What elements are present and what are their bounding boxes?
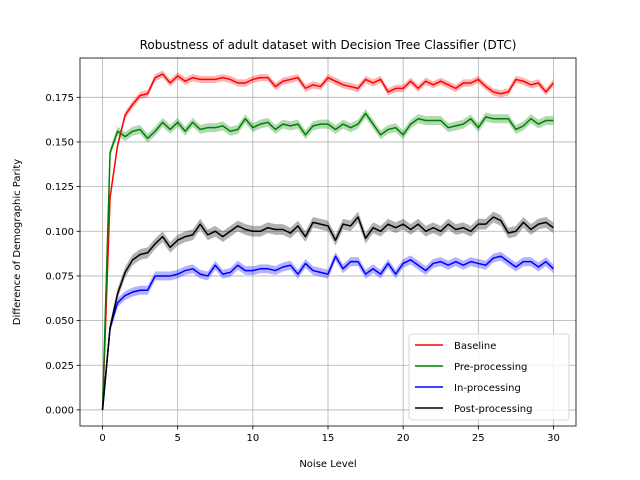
x-tick-label: 5 <box>175 433 181 444</box>
legend-label: Baseline <box>454 341 496 352</box>
legend-box <box>408 333 570 421</box>
x-axis-title: Noise Level <box>299 459 356 470</box>
line-baseline <box>101 73 555 410</box>
y-tick-label: 0.150 <box>45 137 74 148</box>
x-tick-label: 0 <box>99 433 105 444</box>
y-axis-ticks: 0.000 0.025 0.050 0.075 0.100 0.125 0.150 0.175 <box>45 93 80 416</box>
legend-label: Pre-processing <box>454 362 527 373</box>
x-tick-label: 20 <box>397 433 410 444</box>
legend: Baseline Pre-processing In-processing Post-… <box>408 333 570 421</box>
x-tick-label: 30 <box>547 433 560 444</box>
band-post-processing <box>102 211 554 410</box>
line-post-processing <box>101 216 554 410</box>
legend-label: In-processing <box>454 383 521 394</box>
gridlines <box>80 58 576 426</box>
legend-label: Post-processing <box>454 404 532 415</box>
series-lines <box>101 73 555 410</box>
y-tick-label: 0.000 <box>45 405 74 416</box>
y-tick-label: 0.075 <box>45 271 74 282</box>
x-axis-ticks: 0 5 10 15 20 25 30 <box>99 426 560 444</box>
y-tick-label: 0.025 <box>45 361 74 372</box>
x-tick-label: 10 <box>246 433 259 444</box>
y-axis-title: Difference of Demographic Parity <box>12 159 23 326</box>
chart-title: Robustness of adult dataset with Decisio… <box>140 38 517 52</box>
y-tick-label: 0.175 <box>45 93 74 104</box>
line-pre-processing <box>101 112 554 410</box>
line-in-processing <box>101 255 554 410</box>
x-tick-label: 15 <box>322 433 335 444</box>
x-tick-label: 25 <box>472 433 485 444</box>
y-tick-label: 0.100 <box>45 227 74 238</box>
y-tick-label: 0.125 <box>45 182 74 193</box>
y-tick-label: 0.050 <box>45 316 74 327</box>
